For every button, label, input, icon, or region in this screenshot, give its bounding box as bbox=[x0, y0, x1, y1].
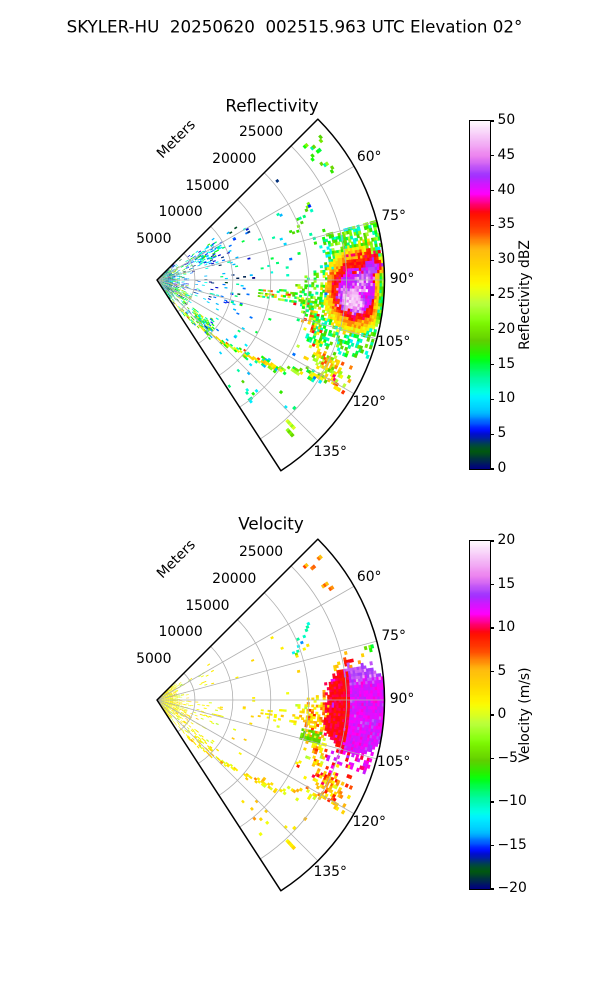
azimuth-tick-label: 135° bbox=[313, 864, 347, 881]
azimuth-tick-label: 90° bbox=[389, 691, 415, 708]
range-tick-label: 5000 bbox=[136, 651, 172, 668]
range-tick-label: 15000 bbox=[185, 597, 230, 614]
reflectivity-colorbar bbox=[468, 119, 491, 471]
colorbar-tick-label: 45 bbox=[497, 146, 516, 163]
colorbar-tick-mark bbox=[489, 364, 495, 366]
colorbar-tick-label: 10 bbox=[497, 390, 516, 407]
colorbar-tick-label: 0 bbox=[497, 460, 507, 477]
figure-title: SKYLER-HU 20250620 002515.963 UTC Elevat… bbox=[66, 16, 523, 37]
colorbar-tick-mark bbox=[489, 259, 495, 261]
colorbar-tick-label: 15 bbox=[497, 575, 516, 592]
colorbar-tick-label: 50 bbox=[497, 112, 516, 129]
colorbar-tick-label: 0 bbox=[497, 706, 507, 723]
colorbar-tick-mark bbox=[489, 540, 495, 542]
azimuth-tick-label: 75° bbox=[381, 627, 406, 644]
colorbar-tick-label: 10 bbox=[497, 619, 516, 636]
colorbar-tick-mark bbox=[489, 120, 495, 122]
colorbar-tick-mark bbox=[489, 433, 495, 435]
colorbar-tick-mark bbox=[489, 468, 495, 470]
colorbar-tick-mark bbox=[489, 888, 495, 890]
range-tick-label: 25000 bbox=[238, 123, 284, 140]
azimuth-tick-label: 105° bbox=[376, 754, 411, 771]
azimuth-tick-label: 90° bbox=[389, 271, 415, 288]
colorbar-tick-label: −15 bbox=[497, 836, 527, 853]
range-tick-label: 25000 bbox=[238, 543, 284, 560]
colorbar-tick-mark bbox=[489, 398, 495, 400]
range-tick-label: 15000 bbox=[185, 177, 230, 194]
colorbar-tick-mark bbox=[489, 670, 495, 673]
azimuth-tick-label: 120° bbox=[352, 813, 386, 830]
range-tick-label: 20000 bbox=[212, 150, 257, 167]
panel-title: Reflectivity bbox=[225, 95, 319, 116]
panel-title: Velocity bbox=[238, 513, 304, 534]
colorbar-tick-label: 25 bbox=[497, 286, 516, 303]
colorbar-tick-label: 5 bbox=[497, 662, 507, 679]
colorbar-tick-label: 35 bbox=[497, 216, 516, 233]
range-tick-label: 10000 bbox=[158, 204, 203, 221]
colorbar-tick-label: −5 bbox=[497, 749, 518, 766]
colorbar-tick-label: 15 bbox=[497, 355, 516, 372]
colorbar-tick-label: 20 bbox=[497, 532, 516, 549]
colorbar-units-label: Velocity (m/s) bbox=[517, 667, 534, 763]
colorbar-tick-mark bbox=[489, 190, 495, 192]
velocity-colorbar bbox=[468, 539, 491, 891]
colorbar-tick-label: 20 bbox=[497, 320, 516, 337]
colorbar-tick-mark bbox=[489, 294, 495, 296]
colorbar-tick-label: 30 bbox=[497, 251, 516, 268]
colorbar-tick-mark bbox=[489, 583, 495, 586]
colorbar-tick-mark bbox=[489, 844, 495, 847]
colorbar-tick-mark bbox=[489, 757, 495, 760]
colorbar-gradient bbox=[469, 540, 490, 890]
azimuth-tick-label: 60° bbox=[356, 148, 382, 165]
colorbar-tick-label: 40 bbox=[497, 181, 516, 198]
range-tick-label: 10000 bbox=[158, 624, 203, 641]
colorbar-tick-mark bbox=[489, 801, 495, 803]
range-tick-label: 5000 bbox=[136, 231, 172, 248]
azimuth-tick-label: 60° bbox=[356, 568, 382, 585]
azimuth-tick-label: 135° bbox=[313, 444, 347, 461]
colorbar-gradient bbox=[469, 120, 490, 470]
colorbar-tick-mark bbox=[489, 224, 495, 226]
colorbar-tick-label: 5 bbox=[497, 425, 507, 442]
azimuth-tick-label: 120° bbox=[352, 393, 386, 410]
colorbar-tick-mark bbox=[489, 627, 495, 629]
colorbar-tick-mark bbox=[489, 329, 495, 331]
azimuth-tick-label: 105° bbox=[376, 334, 411, 351]
range-tick-label: 20000 bbox=[212, 570, 257, 587]
colorbar-tick-label: −10 bbox=[497, 793, 527, 810]
azimuth-tick-label: 75° bbox=[381, 207, 406, 224]
colorbar-tick-mark bbox=[489, 155, 495, 157]
colorbar-tick-label: −20 bbox=[497, 880, 527, 897]
colorbar-tick-mark bbox=[489, 714, 495, 716]
colorbar-units-label: Reflectivity dBZ bbox=[517, 240, 534, 350]
